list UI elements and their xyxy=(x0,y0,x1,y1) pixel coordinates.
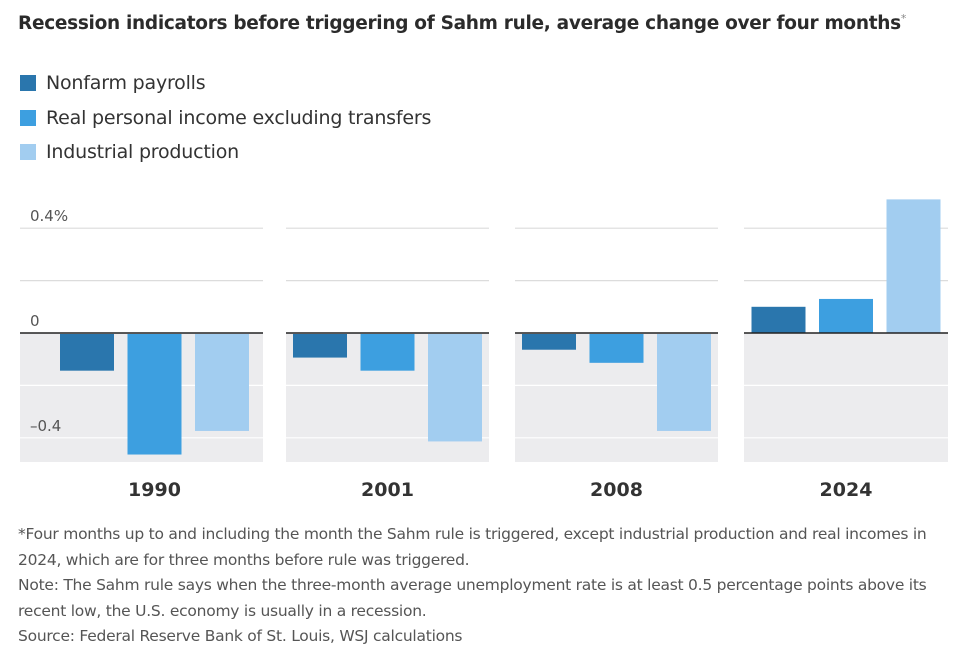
legend-item-industrial: Industrial production xyxy=(20,135,431,170)
bar-2024-series-3 xyxy=(886,199,941,333)
methodology-note: Note: The Sahm rule says when the three-… xyxy=(18,576,927,620)
category-label-2024: 2024 xyxy=(820,479,873,501)
bar-2001-series-3 xyxy=(428,334,482,442)
legend-swatch-income xyxy=(20,109,36,126)
bar-2001-series-1 xyxy=(293,334,347,358)
legend-swatch-industrial xyxy=(20,144,36,161)
bar-2001-series-2 xyxy=(360,334,415,371)
bar-2008-series-3 xyxy=(657,334,711,431)
legend-label-nonfarm: Nonfarm payrolls xyxy=(46,72,206,95)
legend-label-industrial: Industrial production xyxy=(46,141,239,164)
legend-item-income: Real personal income excluding transfers xyxy=(20,101,431,136)
legend-swatch-nonfarm xyxy=(20,75,36,92)
source-note: Source: Federal Reserve Bank of St. Loui… xyxy=(18,627,463,645)
y-tick-label: 0 xyxy=(30,312,40,330)
chart-title-text: Recession indicators before triggering o… xyxy=(18,13,901,35)
bar-1990-series-1 xyxy=(60,334,114,371)
bar-1990-series-3 xyxy=(195,334,249,431)
legend: Nonfarm payrolls Real personal income ex… xyxy=(20,66,431,170)
bar-2008-series-2 xyxy=(589,334,644,363)
chart-title: Recession indicators before triggering o… xyxy=(18,12,948,34)
legend-item-nonfarm: Nonfarm payrolls xyxy=(20,66,431,101)
panel-shade-2024 xyxy=(744,333,948,462)
category-label-2001: 2001 xyxy=(361,479,414,501)
bar-2008-series-1 xyxy=(522,334,576,350)
bar-2024-series-1 xyxy=(751,306,806,333)
bar-2024-series-2 xyxy=(819,298,873,333)
chart-notes: *Four months up to and including the mon… xyxy=(18,522,948,650)
category-label-2008: 2008 xyxy=(590,479,643,501)
y-tick-label: –0.4 xyxy=(30,417,61,435)
bar-1990-series-2 xyxy=(127,334,182,455)
y-tick-label: 0.4% xyxy=(30,207,68,225)
legend-label-income: Real personal income excluding transfers xyxy=(46,106,432,129)
category-label-1990: 1990 xyxy=(128,479,181,501)
footnote: *Four months up to and including the mon… xyxy=(18,525,927,569)
bar-chart: 1990 2001 2008 2024 0.4% 0 –0.4 xyxy=(20,199,948,501)
title-footnote-mark: * xyxy=(900,12,907,25)
